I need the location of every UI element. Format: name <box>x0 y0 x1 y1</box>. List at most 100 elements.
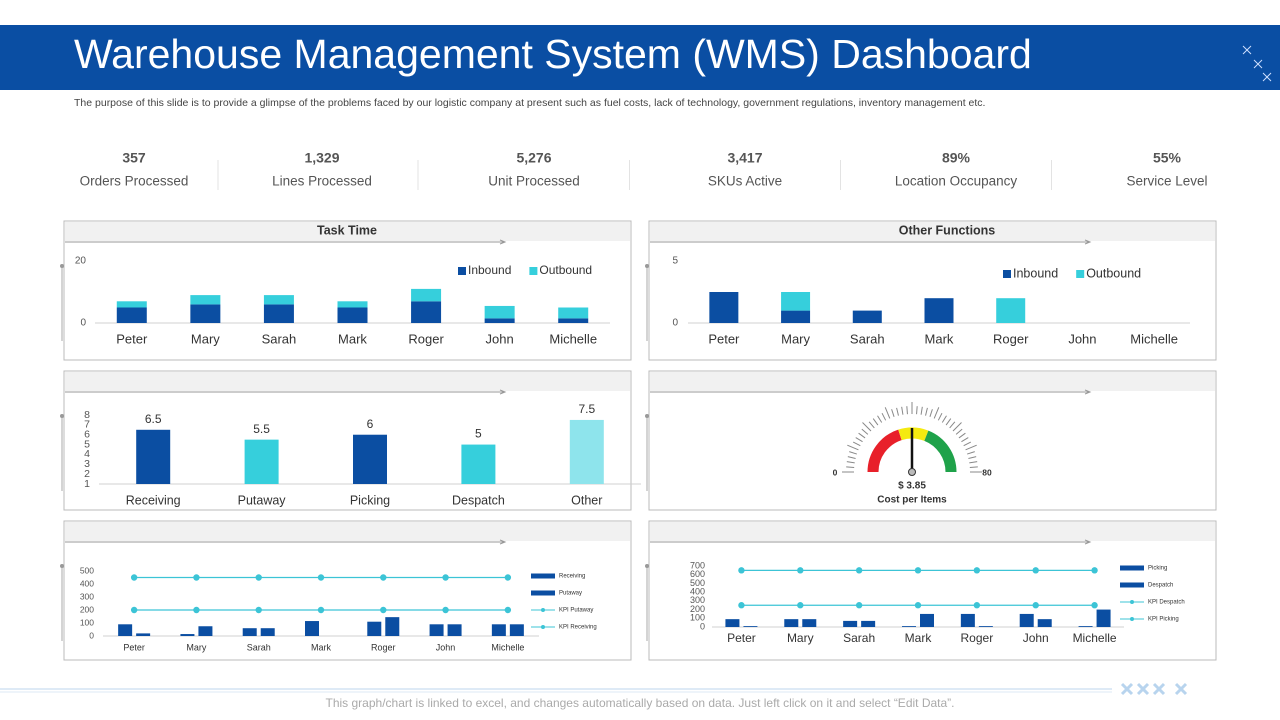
bar-segment <box>709 292 739 323</box>
gauge-tick <box>916 406 918 415</box>
panel-arrow-head <box>499 539 507 545</box>
line-marker <box>255 574 262 581</box>
panel <box>648 520 1217 661</box>
line-marker <box>380 606 387 614</box>
bar-segment <box>781 292 811 311</box>
line-marker <box>130 606 138 614</box>
panel-arrow-head <box>1084 389 1092 395</box>
bar <box>461 444 496 484</box>
y-tick-label: 200 <box>80 604 94 614</box>
gauge-tick <box>862 422 872 432</box>
x-tick-label: Peter <box>727 631 756 645</box>
gauge-tick <box>967 451 975 455</box>
gauge-tick <box>925 407 928 416</box>
gauge-tick <box>969 461 978 464</box>
kpi-label: SKUs Active <box>708 174 782 189</box>
line-marker <box>442 606 449 614</box>
gauge-tick <box>965 444 977 451</box>
x-tick-label: Mark <box>311 642 331 652</box>
kpi-value: 3,417 <box>727 150 762 166</box>
line-marker <box>797 567 804 574</box>
gauge-max: 80 <box>982 467 992 477</box>
x-tick-label: Michelle <box>491 642 524 652</box>
y-tick-label: 0 <box>700 621 705 631</box>
x-tick-label: Roger <box>993 331 1029 346</box>
panel-dot <box>645 564 649 568</box>
bar <box>180 634 195 636</box>
x-tick-label: Roger <box>961 631 994 645</box>
page-title: Warehouse Management System (WMS) Dashbo… <box>74 31 1032 77</box>
bar <box>743 626 758 627</box>
bar-segment <box>411 288 442 302</box>
bar-segment <box>411 301 442 323</box>
gauge-min: 0 <box>833 467 838 477</box>
bar <box>242 628 257 636</box>
line-marker <box>380 574 387 581</box>
line-marker <box>1091 602 1098 609</box>
x-tick-label: Mary <box>191 331 220 346</box>
line-marker <box>1032 602 1039 609</box>
panel-header <box>650 222 1215 241</box>
y-tick-label: 1 <box>84 478 90 490</box>
legend-label: KPI Picking <box>1148 617 1179 623</box>
line-marker <box>193 574 200 581</box>
x-tick-label: Michelle <box>1073 631 1117 645</box>
bar <box>491 624 506 636</box>
x-tick-label: John <box>486 331 514 346</box>
x-tick-label: Mark <box>338 331 367 346</box>
panel-header <box>65 372 630 391</box>
line-marker <box>1091 567 1098 574</box>
value-label: 5 <box>475 427 482 441</box>
bar <box>136 429 171 484</box>
kpi-label: Location Occupancy <box>895 174 1018 189</box>
y-tick-label: 200 <box>690 604 705 614</box>
x-tick-label: Peter <box>116 331 148 346</box>
bar <box>136 633 151 636</box>
gauge-tick <box>855 437 863 443</box>
gauge-tick <box>961 437 969 443</box>
value-label: 6.5 <box>145 412 162 426</box>
bar-segment <box>116 301 147 308</box>
bar-segment <box>484 305 515 319</box>
y-tick-label: 500 <box>80 565 94 575</box>
gauge-tick <box>868 421 875 429</box>
x-tick-label: Other <box>571 493 602 507</box>
bar-segment <box>781 310 811 323</box>
x-tick-label: Mary <box>186 642 206 652</box>
bar-segment <box>263 304 294 323</box>
gauge-tick <box>933 407 940 419</box>
y-tick-label: 300 <box>80 591 94 601</box>
panel-arrow-head <box>499 239 507 245</box>
y-tick-label: 8 <box>84 409 90 421</box>
panel-header <box>65 522 630 541</box>
bar <box>784 619 799 627</box>
line-marker <box>255 606 262 614</box>
value-label: 6 <box>367 417 374 431</box>
gauge-tick <box>963 441 972 447</box>
gauge-tick <box>847 456 856 459</box>
y-tick-label: 500 <box>690 578 705 588</box>
bar-segment <box>924 298 954 323</box>
gauge-tick <box>945 418 952 426</box>
header-bar <box>0 25 1280 90</box>
bar <box>569 419 604 484</box>
x-tick-label: Roger <box>371 642 396 652</box>
line-marker <box>973 602 981 609</box>
x-tick-label: John <box>1068 331 1096 346</box>
line-marker <box>1032 567 1039 574</box>
gauge-tick <box>846 461 855 464</box>
legend-swatch <box>1120 582 1144 588</box>
bar <box>802 619 817 627</box>
kpi-value: 5,276 <box>516 150 551 166</box>
y-tick-label: 0 <box>89 630 94 640</box>
kpi-label: Lines Processed <box>272 174 372 189</box>
x-tick-label: Peter <box>708 331 740 346</box>
panel-header <box>650 522 1215 541</box>
panel-header <box>650 372 1215 391</box>
x-tick-label: John <box>1023 631 1049 645</box>
description: The purpose of this slide is to provide … <box>74 97 985 109</box>
bar <box>447 624 462 636</box>
bar <box>960 613 975 627</box>
bar <box>305 621 319 636</box>
legend-label: Outbound <box>1086 266 1141 280</box>
